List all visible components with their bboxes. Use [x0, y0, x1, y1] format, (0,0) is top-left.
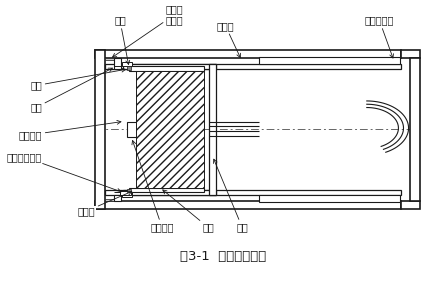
Bar: [400, 201, 418, 209]
Text: 磁隙: 磁隙: [114, 15, 129, 64]
Bar: [113, 195, 121, 201]
Bar: [136, 71, 204, 188]
Bar: [122, 192, 132, 197]
Text: 音圈: 音圈: [30, 68, 125, 91]
Bar: [122, 62, 132, 66]
Text: 上极板: 上极板: [77, 191, 132, 216]
Bar: [258, 195, 399, 202]
Bar: [120, 192, 131, 195]
Text: 后极气室: 后极气室: [18, 120, 121, 140]
Bar: [105, 199, 113, 201]
Bar: [127, 66, 131, 70]
Bar: [105, 58, 113, 60]
Text: 图3-1  动圈式传声器: 图3-1 动圈式传声器: [180, 251, 266, 263]
Bar: [113, 58, 121, 69]
Bar: [258, 57, 399, 64]
Bar: [409, 58, 418, 201]
Bar: [400, 50, 418, 58]
Bar: [95, 50, 400, 58]
Text: 磁体: 磁体: [162, 190, 214, 233]
Text: 振膜: 振膜: [30, 68, 112, 113]
Bar: [128, 188, 204, 192]
Bar: [126, 122, 138, 137]
Text: 毛毡和
穿孔片: 毛毡和 穿孔片: [112, 4, 183, 57]
Bar: [127, 189, 131, 192]
Text: 低频补偿管: 低频补偿管: [364, 15, 393, 58]
Bar: [105, 190, 400, 195]
Bar: [208, 64, 216, 195]
Bar: [123, 190, 216, 195]
Bar: [95, 201, 400, 209]
Bar: [128, 66, 204, 71]
Text: 中心磁极: 中心磁极: [132, 141, 174, 233]
Bar: [105, 64, 400, 69]
Text: 后气室: 后气室: [216, 21, 240, 58]
Bar: [123, 64, 216, 69]
Bar: [95, 50, 105, 209]
Text: 高频补偿单元: 高频补偿单元: [7, 152, 121, 192]
Text: 磁碗: 磁碗: [213, 159, 248, 233]
